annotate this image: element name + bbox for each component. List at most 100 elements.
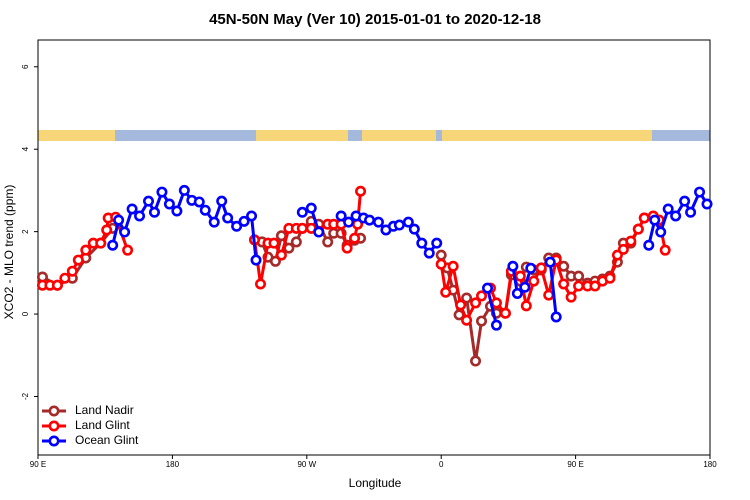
point [156, 186, 168, 198]
point [290, 236, 302, 248]
point [208, 216, 220, 228]
x-tick-label: 90 W [297, 460, 316, 469]
point [643, 239, 655, 251]
legend-marker [48, 420, 60, 432]
point [662, 203, 674, 215]
point [670, 210, 682, 222]
point [447, 260, 459, 272]
plot-frame [37, 39, 711, 456]
y-tick-label: 0 [21, 311, 30, 316]
point [119, 226, 131, 238]
point [435, 258, 447, 270]
point [322, 236, 334, 248]
point [558, 278, 570, 290]
point [178, 184, 190, 196]
x-tick-label: 0 [439, 460, 444, 469]
series [107, 184, 713, 331]
point [617, 243, 629, 255]
point [250, 254, 262, 266]
point [694, 186, 706, 198]
point [499, 307, 511, 319]
point [163, 198, 175, 210]
point [481, 282, 493, 294]
chart-title: 45N-50N May (Ver 10) 2015-01-01 to 2020-… [209, 11, 541, 28]
point [659, 244, 671, 256]
point [246, 210, 258, 222]
x-tick-label: 180 [703, 460, 717, 469]
point [341, 242, 353, 254]
point [573, 280, 585, 292]
point [343, 216, 355, 228]
point [544, 256, 556, 268]
x-tick-label: 90 E [30, 460, 46, 469]
map-strip [38, 130, 710, 141]
point [511, 287, 523, 299]
point [199, 204, 211, 216]
y-tick-label: -2 [21, 392, 30, 400]
x-axis-label: Longitude [349, 476, 402, 490]
point [95, 237, 107, 249]
x-tick-label: 90 E [567, 460, 583, 469]
point [604, 272, 616, 284]
point [283, 242, 295, 254]
point [655, 226, 667, 238]
point [685, 206, 697, 218]
point [431, 237, 443, 249]
point [269, 255, 281, 267]
point [134, 210, 146, 222]
point [238, 215, 250, 227]
point [679, 195, 691, 207]
point [519, 281, 531, 293]
point [364, 214, 376, 226]
point [255, 278, 267, 290]
point [520, 300, 532, 312]
y-tick-label: 6 [21, 64, 30, 69]
point [72, 254, 84, 266]
point [393, 219, 405, 231]
x-tick-label: 180 [166, 460, 180, 469]
point [701, 198, 713, 210]
point [296, 206, 308, 218]
point [470, 355, 482, 367]
point [355, 185, 367, 197]
point [216, 195, 228, 207]
legend-label: Land Nadir [75, 403, 134, 417]
legend-label: Ocean Glint [75, 433, 139, 447]
point [543, 289, 555, 301]
point [455, 299, 467, 311]
point [222, 212, 234, 224]
point [107, 239, 119, 251]
point [275, 249, 287, 261]
point [525, 262, 537, 274]
point [625, 235, 637, 247]
point [416, 237, 428, 249]
legend-marker [48, 435, 60, 447]
point [632, 223, 644, 235]
point [528, 275, 540, 287]
point [461, 314, 473, 326]
point [313, 226, 325, 238]
point [148, 206, 160, 218]
point [638, 212, 650, 224]
point [372, 216, 384, 228]
point [231, 220, 243, 232]
point [490, 319, 502, 331]
point [59, 272, 71, 284]
point [171, 205, 183, 217]
point [268, 237, 280, 249]
y-tick-label: 2 [21, 229, 30, 234]
point [408, 223, 420, 235]
point [335, 210, 347, 222]
point [558, 260, 570, 272]
point [122, 244, 134, 256]
point [470, 297, 482, 309]
point [296, 222, 308, 234]
legend-marker [48, 405, 60, 417]
point [193, 196, 205, 208]
point [476, 290, 488, 302]
point [101, 224, 113, 236]
point [490, 297, 502, 309]
legend-label: Land Glint [75, 418, 130, 432]
point [440, 286, 452, 298]
